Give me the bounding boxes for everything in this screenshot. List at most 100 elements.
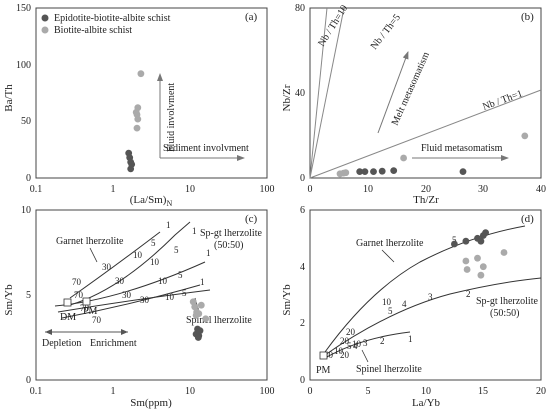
curve-label: 2 (380, 336, 385, 346)
panel-a: (a) Ba/Th (La/Sm)N 0.1 1 10 100 0 50 100… (3, 3, 275, 208)
curve-label: 1 (200, 277, 205, 287)
garnet-leader (382, 250, 394, 262)
dm-square (64, 299, 71, 306)
curve-label: 4 (353, 341, 358, 351)
biotite-point (133, 109, 140, 116)
panel-a-points (125, 70, 144, 172)
sediment-label: Sediment involvment (163, 143, 249, 154)
epidotite-point (128, 161, 135, 168)
curve-label: 5 (388, 306, 393, 316)
epidotite-point (463, 238, 470, 245)
curve-label: 10 (334, 346, 344, 356)
curve-label: 10 (165, 292, 175, 302)
epidotite-point (197, 327, 204, 334)
sp-gt-label-1: Sp-gt lherzolite (200, 228, 262, 239)
x-tick: 0.1 (30, 386, 43, 397)
epidotite-point (460, 168, 467, 175)
curve-label: 30 (115, 276, 125, 286)
panel-d-ylabel: Sm/Yb (281, 284, 293, 316)
y-tick: 50 (21, 116, 31, 127)
epidotite-point (195, 334, 202, 341)
epidotite-point (482, 229, 489, 236)
y-tick: 0 (300, 173, 305, 184)
x-tick: 40 (536, 184, 546, 195)
panel-b-xlabel: Th/Zr (413, 194, 439, 206)
biotite-point (400, 155, 407, 162)
fluid-label: Fluid involvment (166, 83, 177, 152)
biotite-point (202, 315, 209, 322)
x-tick: 5 (366, 386, 371, 397)
curve-label: 1 (408, 334, 413, 344)
sp-gt-label-2: (50:50) (214, 240, 243, 251)
panel-a-yticks: 0 50 100 150 (16, 3, 31, 184)
y-tick: 100 (16, 60, 31, 71)
panel-c-yticks: 0 5 10 (21, 205, 31, 386)
x-tick: 0 (308, 184, 313, 195)
y-tick: 40 (295, 88, 305, 99)
spinel-leader (362, 350, 368, 362)
melt-label: Melt metasomatism (390, 50, 432, 127)
garnet-leader (90, 248, 97, 262)
panel-b-letter: (b) (521, 11, 534, 23)
epidotite-point (370, 168, 377, 175)
x-tick: 30 (478, 184, 488, 195)
biotite-point (478, 272, 485, 279)
legend-marker-dark (42, 15, 49, 22)
biotite-point (464, 266, 471, 273)
curve-label: 4 (402, 299, 407, 309)
dm-label: DM (60, 312, 76, 323)
epidotite-point (379, 168, 386, 175)
biotite-point (134, 116, 141, 123)
y-tick: 10 (21, 205, 31, 216)
curve-label: 1 (166, 220, 171, 230)
biotite-point (463, 258, 470, 265)
y-tick: 80 (295, 3, 305, 14)
y-tick: 4 (300, 262, 305, 273)
x-tick: 20 (421, 184, 431, 195)
curve-label: 1 (206, 248, 211, 258)
legend-label: Biotite-albite schist (54, 25, 132, 36)
arrow-left-head (45, 329, 52, 335)
y-tick: 0 (26, 173, 31, 184)
curve-label: 3 (428, 292, 433, 302)
panel-c-ylabel: Sm/Yb (3, 284, 15, 316)
arrow-right-head (121, 329, 128, 335)
pm-square (320, 352, 327, 359)
curve-label: 10 (133, 250, 143, 260)
panel-c-letter: (c) (245, 213, 258, 225)
panel-d: (d) Sm/Yb La/Yb 0 5 10 15 20 0 2 4 6 40 … (281, 205, 546, 409)
biotite-point (198, 302, 205, 309)
curve-label: 30 (122, 290, 132, 300)
x-tick: 15 (478, 386, 488, 397)
fluid-meta-label: Fluid metasomatism (421, 143, 503, 154)
ratio-label-1: Nb / Th=1 (481, 88, 524, 113)
y-tick: 5 (26, 290, 31, 301)
panel-b-xticks: 0 10 20 30 40 (308, 184, 547, 195)
pm-label: PM (83, 306, 98, 317)
panel-b: (b) Nb/Zr Th/Zr 0 10 20 30 40 0 40 80 Nb… (281, 3, 546, 206)
curve-label: 5 (178, 270, 183, 280)
epidotite-point (362, 168, 369, 175)
panel-c-xlabel: Sm(ppm) (130, 397, 172, 409)
panel-d-points (451, 229, 507, 278)
x-tick: 10 (185, 386, 195, 397)
panel-d-xticks: 0 5 10 15 20 (308, 386, 547, 397)
epidotite-point (390, 167, 397, 174)
x-tick: 20 (536, 386, 546, 397)
y-tick: 150 (16, 3, 31, 14)
panel-a-xlabel: (La/Sm)N (130, 194, 173, 208)
x-tick: 0 (308, 386, 313, 397)
curve-label: 10 (150, 257, 160, 267)
legend-label: Epidotite-biotite-albite schist (54, 13, 171, 24)
x-tick: 10 (363, 184, 373, 195)
curve-label: 30 (140, 295, 150, 305)
curve-label: 5 (151, 238, 156, 248)
panel-b-points (337, 133, 529, 178)
panel-b-yticks: 0 40 80 (295, 3, 305, 184)
curve-label: 70 (74, 290, 84, 300)
curve-label: 5 (174, 245, 179, 255)
curve-label: 10 (158, 276, 168, 286)
x-tick: 1 (111, 184, 116, 195)
y-tick: 0 (300, 375, 305, 386)
y-tick: 6 (300, 205, 305, 216)
